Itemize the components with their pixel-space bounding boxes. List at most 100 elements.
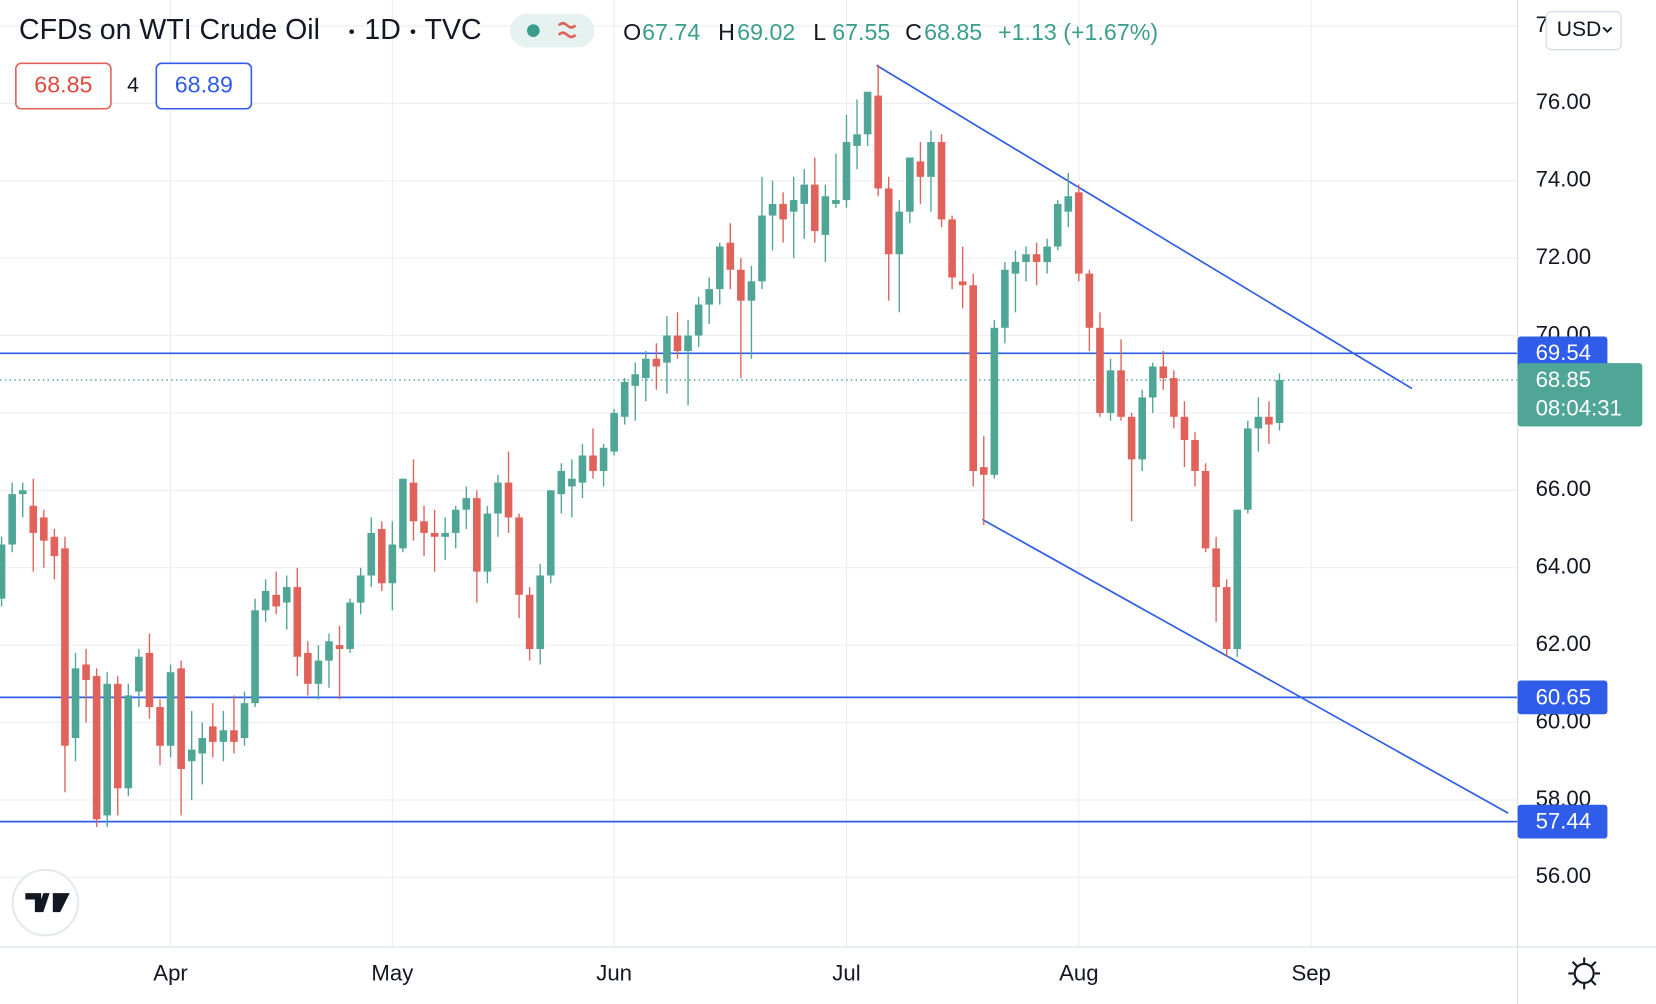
candle-body (1127, 416, 1136, 460)
buy-price: 68.89 (175, 72, 233, 98)
candle-body (71, 668, 80, 739)
x-tick-label: Sep (1291, 960, 1330, 985)
candle-body (145, 652, 154, 708)
x-tick-label: May (371, 960, 414, 985)
candle-body (282, 587, 291, 603)
last-price-badge (1517, 363, 1643, 427)
candle-body (631, 374, 640, 386)
candle-body (789, 200, 798, 212)
candle-body (177, 668, 185, 769)
candle-body (1085, 273, 1094, 328)
candle-body (92, 676, 101, 820)
candle-body (1138, 397, 1146, 460)
candle-body (568, 478, 576, 487)
candle-body (1117, 370, 1125, 417)
candle-body (325, 641, 333, 661)
candle-body (113, 683, 122, 789)
candle-body (124, 695, 133, 789)
candle-body (874, 95, 882, 189)
candle-body (1201, 470, 1210, 549)
trend-line (981, 518, 1509, 814)
candle-body (578, 455, 587, 483)
candle-body (758, 215, 766, 282)
candle-body (927, 142, 935, 177)
candle-body (810, 184, 819, 232)
y-tick-label: 72.00 (1536, 244, 1591, 269)
candle-body (240, 703, 249, 739)
sell-price: 68.85 (34, 72, 92, 98)
countdown: 08:04:31 (1536, 395, 1622, 420)
candle-body (1180, 416, 1189, 441)
candle-body (304, 652, 312, 684)
candle-body (1043, 246, 1051, 262)
candle-body (261, 590, 270, 611)
currency-box[interactable] (1545, 10, 1622, 51)
candle-body (832, 200, 840, 204)
candle-body (1191, 440, 1199, 471)
candle-body (884, 188, 893, 255)
candle-body (642, 358, 650, 379)
symbol: CFDs on WTI Crude Oil (19, 14, 320, 46)
candle-body (684, 335, 692, 352)
candle-body (1233, 509, 1242, 650)
level-badge (1517, 804, 1608, 839)
level-badge (1517, 680, 1608, 715)
candle-body (135, 656, 143, 692)
candle-body (462, 498, 471, 510)
candle-body (356, 575, 365, 603)
market-status-icon (527, 24, 540, 37)
candle-body (187, 749, 196, 762)
candle-body (515, 517, 523, 595)
candle-body (525, 594, 534, 650)
ohlc-value: 69.02 (737, 19, 795, 45)
x-tick-label: Aug (1059, 960, 1098, 985)
tradingview-logo[interactable] (11, 868, 80, 937)
candle-body (1212, 548, 1220, 588)
candle-body (821, 196, 830, 235)
data-delay-icon (557, 21, 577, 39)
status-pill[interactable] (510, 13, 595, 48)
candle-body (1265, 416, 1273, 425)
separator (349, 29, 355, 34)
candle-body (853, 134, 861, 146)
candle-body (0, 544, 6, 599)
currency-button[interactable]: USD (1545, 10, 1622, 51)
candle-body (906, 157, 914, 212)
buy-button[interactable] (155, 62, 253, 110)
candle-body (50, 536, 59, 557)
candle-body (1275, 380, 1284, 423)
candle-body (948, 219, 956, 278)
candle-body (779, 203, 787, 220)
chevron (1602, 26, 1613, 34)
candle-body (293, 587, 302, 657)
candle-body (673, 335, 682, 352)
candle-body (895, 211, 904, 255)
gear-icon[interactable] (1573, 962, 1595, 984)
candle-body (388, 544, 397, 584)
candle-body (420, 521, 428, 533)
candle-body (61, 548, 69, 746)
candle-body (272, 594, 280, 607)
level-badge (1517, 336, 1608, 371)
y-tick-label: 66.00 (1536, 476, 1591, 501)
candle-body (589, 455, 597, 471)
sell-button[interactable] (15, 62, 112, 110)
candle-body (251, 610, 259, 704)
candle-body (610, 412, 618, 452)
candle-body (494, 482, 502, 514)
separator (410, 29, 416, 34)
settings-button[interactable] (1568, 957, 1601, 990)
candle-body (335, 645, 344, 650)
candle-body (1170, 378, 1178, 417)
candle-body (8, 494, 16, 545)
candle-body (29, 505, 38, 533)
candle-body (441, 532, 449, 537)
currency: USD (1557, 18, 1602, 41)
ohlc-value: 67.74 (642, 19, 700, 45)
candle-body (40, 517, 48, 541)
candle-body (694, 304, 703, 336)
x-tick-label: Jul (832, 960, 860, 985)
candle-body (18, 490, 27, 495)
